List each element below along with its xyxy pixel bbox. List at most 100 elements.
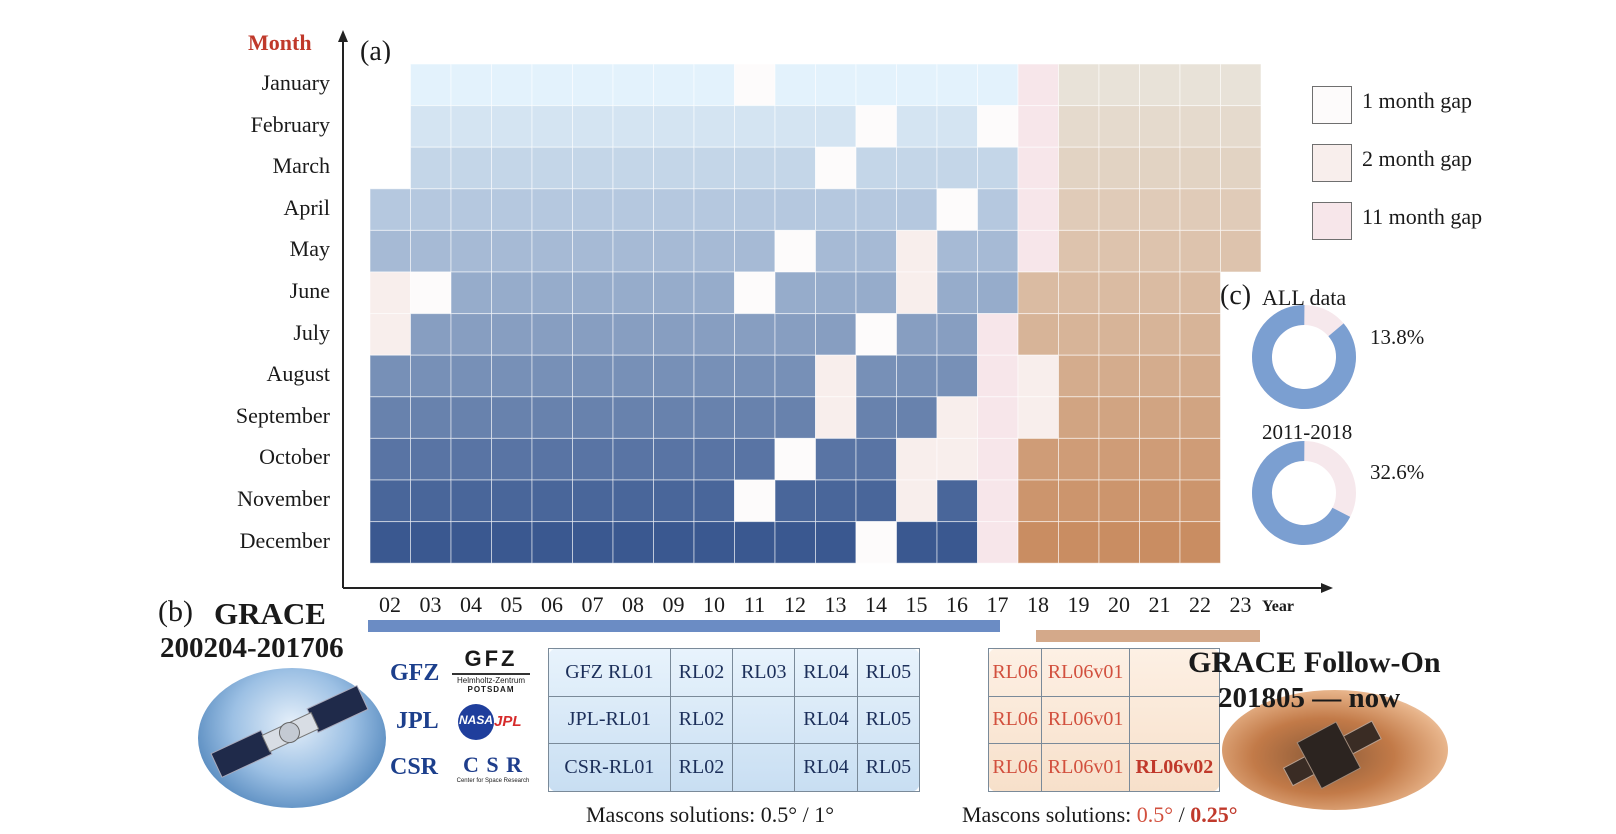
heatmap-cell-06-august bbox=[531, 354, 573, 398]
fo-table-cell: RL06 bbox=[987, 743, 1043, 792]
heatmap-cell-03-may bbox=[410, 229, 452, 273]
heatmap-cell-11-april bbox=[734, 188, 776, 231]
grace-table-row: CSR-RL01 RL02 RL04 RL05 bbox=[548, 743, 921, 792]
heatmap-cell-20-august bbox=[1098, 354, 1140, 398]
heatmap-cell-08-december bbox=[612, 521, 654, 564]
gfz-logo-sub2: POTSDAM bbox=[467, 685, 515, 694]
heatmap-cell-05-july bbox=[491, 313, 533, 356]
fo-table-cell: RL06v02 bbox=[1128, 743, 1221, 792]
heatmap-cell-07-march bbox=[572, 146, 614, 190]
heatmap-cell-12-october bbox=[774, 437, 816, 481]
heatmap-cell-15-february bbox=[896, 105, 938, 148]
fo-period: 201805 — now bbox=[1218, 682, 1401, 714]
heatmap-cell-03-july bbox=[410, 313, 452, 356]
heatmap-cell-03-december bbox=[410, 521, 452, 564]
heatmap-cell-16-september bbox=[936, 396, 978, 439]
heatmap-cell-16-june bbox=[936, 271, 978, 315]
mascons-fo-v2: 0.25° bbox=[1190, 802, 1238, 827]
heatmap-cell-02-january bbox=[369, 63, 411, 107]
heatmap-cell-05-march bbox=[491, 146, 533, 190]
grace-table-cell: RL05 bbox=[856, 743, 921, 792]
heatmap-cell-02-november bbox=[369, 479, 411, 523]
month-label-july: July bbox=[293, 319, 330, 345]
heatmap-cell-23-january bbox=[1220, 63, 1262, 107]
heatmap-cell-09-december bbox=[653, 521, 695, 564]
donut-1-data-slice bbox=[1252, 305, 1356, 409]
heatmap-cell-12-june bbox=[774, 271, 816, 315]
heatmap-cell-15-october bbox=[896, 437, 938, 481]
year-label-18: 18 bbox=[1027, 592, 1049, 617]
legend-label-1: 1 month gap bbox=[1362, 88, 1472, 113]
heatmap-cell-05-may bbox=[491, 229, 533, 273]
center-abbr-csr: CSR bbox=[390, 754, 439, 780]
heatmap-cell-20-march bbox=[1098, 146, 1140, 190]
heatmap-cell-13-october bbox=[815, 437, 857, 481]
heatmap-cell-10-november bbox=[693, 479, 735, 523]
heatmap-cell-15-january bbox=[896, 63, 938, 107]
fo-table-cell bbox=[1128, 695, 1221, 745]
mascons-fo-prefix: Mascons solutions: bbox=[962, 802, 1137, 827]
heatmap-cell-02-august bbox=[369, 354, 411, 398]
heatmap-cell-10-may bbox=[693, 229, 735, 273]
heatmap-cell-12-march bbox=[774, 146, 816, 190]
heatmap-cell-15-september bbox=[896, 396, 938, 439]
year-label-12: 12 bbox=[784, 592, 806, 617]
heatmap-cell-10-october bbox=[693, 437, 735, 481]
heatmap-cell-14-march bbox=[855, 146, 897, 190]
year-label-08: 08 bbox=[622, 592, 644, 617]
heatmap-cell-03-january bbox=[410, 63, 452, 107]
fo-table-row: RL06 RL06v01 bbox=[987, 648, 1221, 697]
heatmap-cell-12-december bbox=[774, 521, 816, 564]
heatmap-cell-22-march bbox=[1179, 146, 1221, 190]
heatmap-cell-22-july bbox=[1179, 313, 1221, 356]
heatmap-cell-19-june bbox=[1058, 271, 1100, 315]
heatmap-cell-17-april bbox=[977, 188, 1019, 231]
mascons-grace: Mascons solutions: 0.5° / 1° bbox=[586, 802, 834, 828]
heatmap-cell-14-february bbox=[855, 105, 897, 148]
heatmap-cell-11-january bbox=[734, 63, 776, 107]
heatmap-cell-09-october bbox=[653, 437, 695, 481]
jpl-logo-text: JPL bbox=[494, 713, 522, 730]
grace-period: 200204-201706 bbox=[160, 632, 344, 664]
grace-table-cell: RL05 bbox=[856, 648, 921, 697]
heatmap-cell-09-january bbox=[653, 63, 695, 107]
heatmap-cell-13-march bbox=[815, 146, 857, 190]
heatmap-cell-19-march bbox=[1058, 146, 1100, 190]
gfz-logo-text: GFZ bbox=[464, 646, 518, 671]
year-label-20: 20 bbox=[1108, 592, 1130, 617]
year-label-22: 22 bbox=[1189, 592, 1211, 617]
year-label-15: 15 bbox=[905, 592, 928, 617]
heatmap-cell-10-september bbox=[693, 396, 735, 439]
heatmap-cell-07-june bbox=[572, 271, 614, 315]
heatmap-cell-09-july bbox=[653, 313, 695, 356]
heatmap-cell-17-august bbox=[977, 354, 1019, 398]
year-label-06: 06 bbox=[541, 592, 563, 617]
heatmap-cell-20-june bbox=[1098, 271, 1140, 315]
heatmap-cell-14-july bbox=[855, 313, 897, 356]
mascons-grace-sep: / bbox=[797, 802, 815, 827]
heatmap-cell-15-august bbox=[896, 354, 938, 398]
heatmap-cell-04-march bbox=[450, 146, 492, 190]
heatmap-cell-18-september bbox=[1017, 396, 1059, 439]
heatmap-cell-12-may bbox=[774, 229, 816, 273]
heatmap-cell-13-december bbox=[815, 521, 857, 564]
mascons-grace-v2: 1° bbox=[814, 802, 835, 827]
heatmap-cell-03-september bbox=[410, 396, 452, 439]
fo-release-table: RL06 RL06v01 RL06 RL06v01 RL06 RL06v01 RL06v02 bbox=[987, 648, 1221, 792]
donut2-percent: 32.6% bbox=[1370, 460, 1425, 484]
heatmap-cell-22-february bbox=[1179, 105, 1221, 148]
month-label-january: January bbox=[261, 70, 330, 95]
year-label-21: 21 bbox=[1148, 592, 1171, 617]
heatmap-cell-22-september bbox=[1179, 396, 1221, 439]
heatmap-cell-05-october bbox=[491, 437, 533, 481]
year-label-04: 04 bbox=[460, 592, 482, 617]
heatmap-cell-19-december bbox=[1058, 521, 1100, 564]
grace-satellite-image bbox=[198, 668, 386, 808]
heatmap-cell-11-december bbox=[734, 521, 776, 564]
heatmap-cell-06-december bbox=[531, 521, 573, 564]
heatmap-cell-20-february bbox=[1098, 105, 1140, 148]
panel-c-label: (c) bbox=[1220, 280, 1252, 311]
heatmap-cell-22-august bbox=[1179, 354, 1221, 398]
